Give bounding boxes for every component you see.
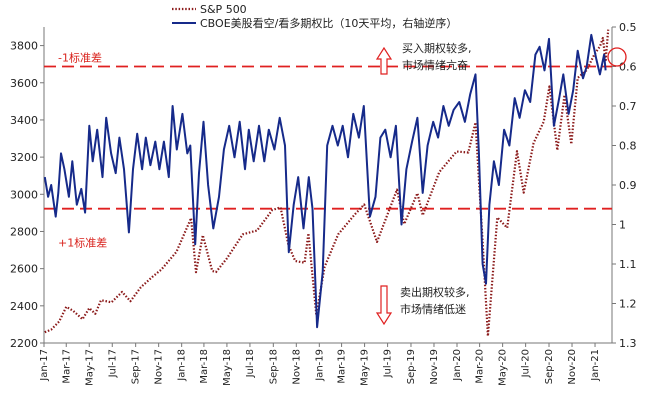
left-tick-label: 3800: [10, 40, 38, 53]
down-arrow-icon: [375, 285, 393, 326]
highlight-circle: [607, 47, 627, 67]
x-tick-label: Sep-18: [268, 349, 279, 384]
x-tick-label: Jan-18: [177, 349, 188, 382]
series-line-sp500: [44, 29, 610, 338]
left-tick-label: 3400: [10, 114, 38, 127]
x-tick-label: May-20: [498, 349, 509, 386]
axes-layer: 2200 2400 2600 2800 3000 3200 3400 3600 3800 0.5 0…: [10, 21, 637, 386]
left-tick-label: 2400: [10, 300, 38, 313]
x-tick-label: Jan-19: [314, 349, 325, 382]
right-tick-label: 0.8: [619, 140, 637, 153]
right-tick-label: 0.7: [619, 100, 637, 113]
reference-line-label: -1标准差: [58, 51, 102, 65]
x-tick-label: Nov-18: [291, 349, 302, 385]
x-tick-label: Nov-17: [154, 349, 165, 385]
left-tick-label: 3600: [10, 77, 38, 90]
x-tick-label: Sep-17: [131, 349, 142, 384]
left-tick-label: 2800: [10, 225, 38, 238]
right-tick-label: 1: [619, 219, 626, 232]
legend-label-put-call-ratio: CBOE美股看空/看多期权比（10天平均，右轴逆序）: [200, 16, 457, 30]
x-tick-label: Jan-20: [452, 349, 463, 382]
series-line-put-call-ratio: [43, 33, 607, 329]
x-tick-label: Mar-18: [199, 349, 210, 384]
right-tick-label: 0.5: [619, 21, 637, 34]
left-tick-label: 3000: [10, 188, 38, 201]
reference-line-label: +1标准差: [58, 236, 107, 250]
x-tick-label: Jul-18: [245, 349, 256, 378]
x-tick-label: May-18: [222, 349, 233, 386]
right-tick-label: 1.2: [619, 298, 637, 311]
x-tick-label: Mar-17: [61, 349, 72, 384]
right-tick-label: 1.3: [619, 337, 637, 350]
x-tick-label: Sep-20: [544, 349, 555, 384]
x-tick-label: Mar-19: [337, 349, 348, 384]
reference-lines-layer: -1标准差 +1标准差: [44, 51, 612, 250]
right-tick-label: 1.1: [619, 258, 637, 271]
x-tick-label: Jul-17: [107, 349, 118, 378]
right-tick-label: 0.9: [619, 179, 637, 192]
annotation-text: 买入期权较多,: [402, 41, 472, 55]
x-tick-label: Nov-20: [567, 349, 578, 385]
right-tick-label: 0.6: [619, 61, 637, 74]
annotation-text: 市场情绪低迷: [400, 302, 466, 316]
up-arrow-icon: [375, 46, 393, 75]
annotation-text: 市场情绪亢奋: [402, 58, 468, 72]
x-tick-label: May-17: [84, 349, 95, 386]
series-layer: [43, 29, 610, 338]
x-tick-label: Jan-21: [590, 349, 601, 382]
left-tick-label: 2200: [10, 337, 38, 350]
left-tick-label: 2600: [10, 263, 38, 276]
left-tick-label: 3200: [10, 151, 38, 164]
legend-label-sp500: S&P 500: [200, 3, 247, 16]
x-tick-label: Jul-19: [383, 349, 394, 378]
x-tick-label: Jul-20: [521, 349, 532, 378]
annotation-text: 卖出期权较多,: [400, 285, 470, 299]
x-tick-label: Sep-19: [406, 349, 417, 384]
x-tick-label: Mar-20: [475, 349, 486, 384]
x-tick-label: Nov-19: [429, 349, 440, 385]
x-tick-label: Jan-17: [39, 349, 50, 382]
x-tick-label: May-19: [360, 349, 371, 386]
